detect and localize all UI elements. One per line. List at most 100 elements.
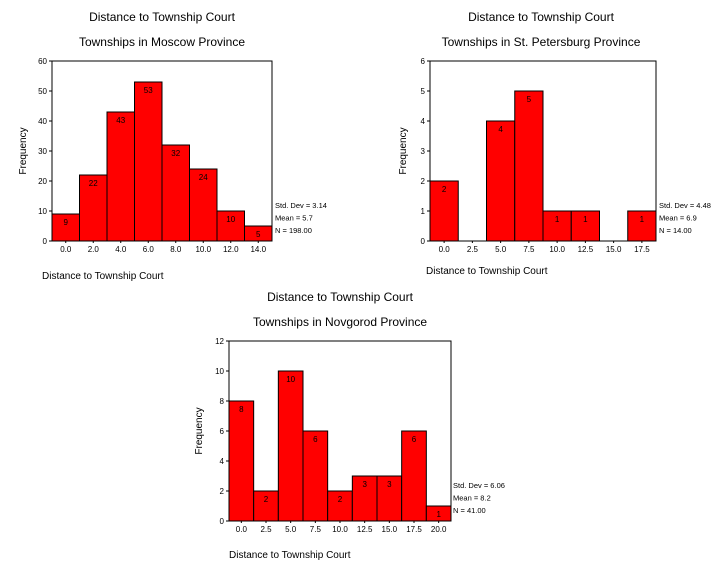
- x-tick-label: 2.5: [467, 245, 479, 254]
- y-tick-label: 0: [421, 237, 426, 246]
- stats-text: Std. Dev = 3.14: [275, 201, 327, 210]
- x-tick-label: 0.0: [236, 525, 248, 534]
- bar-value-label: 43: [116, 116, 125, 125]
- x-tick-label: 2.5: [260, 525, 272, 534]
- x-tick-label: 0.0: [439, 245, 451, 254]
- bar-value-label: 6: [313, 435, 318, 444]
- y-tick-label: 1: [421, 207, 426, 216]
- y-tick-label: 6: [421, 57, 426, 66]
- y-tick-label: 50: [38, 87, 47, 96]
- y-tick-label: 3: [421, 147, 426, 156]
- y-tick-label: 5: [421, 87, 426, 96]
- bar-value-label: 32: [171, 149, 180, 158]
- chart-subtitle: Townships in St. Petersburg Province: [442, 35, 641, 49]
- y-tick-label: 0: [43, 237, 48, 246]
- bar-value-label: 22: [89, 179, 98, 188]
- bar-value-label: 9: [64, 218, 69, 227]
- stats-text: Mean = 8.2: [453, 494, 491, 503]
- histogram-bar: [161, 144, 190, 242]
- bar-value-label: 10: [226, 215, 235, 224]
- histogram-bar: [376, 475, 403, 522]
- bar-value-label: 4: [498, 125, 503, 134]
- x-tick-label: 12.0: [223, 245, 239, 254]
- x-tick-label: 15.0: [382, 525, 398, 534]
- histogram-bar: [429, 180, 459, 242]
- x-axis-label: Distance to Township Court: [426, 266, 548, 277]
- bar-value-label: 2: [442, 185, 447, 194]
- histogram-bar: [51, 213, 80, 242]
- y-axis-label: Frequency: [398, 127, 409, 174]
- y-tick-label: 12: [215, 337, 224, 346]
- histogram-bar: [79, 174, 108, 242]
- histogram-2: Distance to Township Court Townships in N…: [194, 290, 505, 561]
- x-tick-label: 0.0: [60, 245, 72, 254]
- x-tick-label: 2.0: [88, 245, 100, 254]
- x-tick-label: 12.5: [357, 525, 373, 534]
- bar-value-label: 8: [239, 405, 244, 414]
- bar-value-label: 1: [436, 510, 441, 519]
- histogram-bar: [302, 430, 329, 522]
- stats-text: Mean = 6.9: [659, 214, 697, 223]
- x-tick-label: 4.0: [115, 245, 127, 254]
- x-axis-label: Distance to Township Court: [229, 550, 351, 561]
- y-tick-label: 10: [38, 207, 47, 216]
- bar-value-label: 3: [362, 480, 367, 489]
- y-tick-label: 10: [215, 367, 224, 376]
- histogram-bar: [514, 90, 544, 242]
- x-tick-label: 10.0: [549, 245, 565, 254]
- stats-text: N = 198.00: [275, 226, 312, 235]
- histogram-bar: [228, 400, 255, 522]
- x-axis-label: Distance to Township Court: [42, 271, 164, 282]
- stats-text: Std. Dev = 4.48: [659, 201, 711, 210]
- bar-value-label: 6: [412, 435, 417, 444]
- bar-value-label: 2: [338, 495, 343, 504]
- y-tick-label: 2: [220, 487, 225, 496]
- histogram-bar: [106, 111, 135, 242]
- histogram-bar: [134, 81, 163, 242]
- bar-value-label: 5: [256, 230, 261, 239]
- x-tick-label: 10.0: [332, 525, 348, 534]
- x-tick-label: 20.0: [431, 525, 447, 534]
- x-tick-label: 17.5: [634, 245, 650, 254]
- y-tick-label: 0: [220, 517, 225, 526]
- y-tick-label: 20: [38, 177, 47, 186]
- stats-text: Std. Dev = 6.06: [453, 481, 505, 490]
- stats-text: Mean = 5.7: [275, 214, 313, 223]
- y-tick-label: 30: [38, 147, 47, 156]
- histogram-bar: [401, 430, 427, 522]
- bar-value-label: 24: [199, 173, 208, 182]
- y-axis-label: Frequency: [194, 407, 205, 454]
- x-tick-label: 10.0: [195, 245, 211, 254]
- x-tick-label: 15.0: [606, 245, 622, 254]
- bar-value-label: 5: [527, 95, 532, 104]
- y-tick-label: 60: [38, 57, 47, 66]
- chart-title: Distance to Township Court: [468, 10, 615, 24]
- x-tick-label: 14.0: [250, 245, 266, 254]
- y-tick-label: 4: [220, 457, 225, 466]
- bar-value-label: 2: [264, 495, 269, 504]
- x-tick-label: 8.0: [170, 245, 182, 254]
- bar-value-label: 53: [144, 86, 153, 95]
- chart-title: Distance to Township Court: [89, 10, 236, 24]
- histogram-0: Distance to Township Court Townships in M…: [18, 10, 327, 282]
- x-tick-label: 6.0: [143, 245, 155, 254]
- histogram-bar: [216, 210, 245, 242]
- y-tick-label: 2: [421, 177, 426, 186]
- x-tick-label: 7.5: [523, 245, 535, 254]
- x-tick-label: 12.5: [578, 245, 594, 254]
- bar-value-label: 10: [286, 375, 295, 384]
- x-tick-label: 5.0: [495, 245, 507, 254]
- x-tick-label: 17.5: [406, 525, 422, 534]
- histogram-bar: [277, 370, 304, 522]
- y-tick-label: 4: [421, 117, 426, 126]
- bar-value-label: 3: [387, 480, 392, 489]
- histogram-bar: [486, 120, 516, 242]
- x-tick-label: 7.5: [310, 525, 322, 534]
- x-tick-label: 5.0: [285, 525, 297, 534]
- y-axis-label: Frequency: [18, 127, 29, 174]
- histogram-1: Distance to Township Court Townships in S…: [398, 10, 711, 277]
- y-tick-label: 6: [220, 427, 225, 436]
- chart-subtitle: Townships in Moscow Province: [79, 35, 245, 49]
- stats-text: N = 41.00: [453, 506, 486, 515]
